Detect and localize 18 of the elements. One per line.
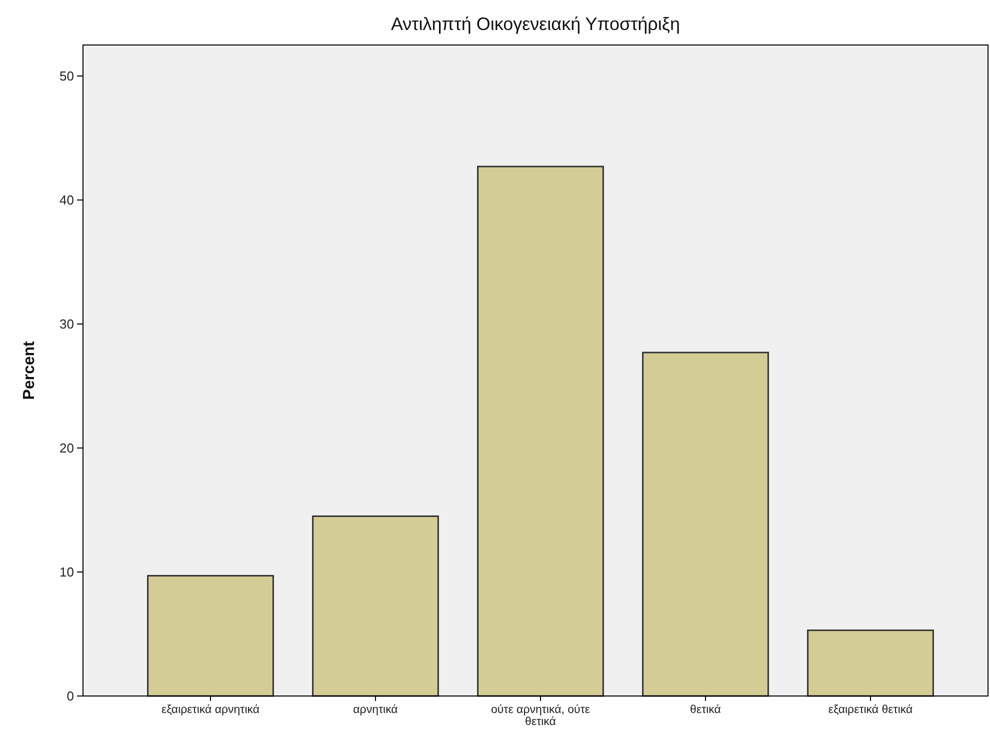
bar <box>807 630 934 697</box>
x-tick-label: εξαιρετικά αρνητικά <box>161 704 260 716</box>
y-tick-label: 40 <box>60 192 74 208</box>
bar <box>312 515 439 697</box>
x-tick-label: ούτε αρνητικά, ούτε θετικά <box>491 704 590 728</box>
bar <box>477 166 604 697</box>
y-tick-label: 30 <box>60 316 74 332</box>
chart-title: Αντιληπτή Οικογενειακή Υποστήριξη <box>391 14 680 34</box>
y-tick-label: 20 <box>60 440 74 456</box>
y-tick-label: 0 <box>66 688 74 704</box>
x-tick-label: αρνητικά <box>353 704 398 716</box>
y-tick-label: 10 <box>60 564 74 580</box>
x-tick-label: εξαιρετικά θετικά <box>828 704 913 716</box>
bar <box>642 352 769 697</box>
y-axis-title: Percent <box>21 340 38 400</box>
x-tick-label: θετικά <box>690 704 722 716</box>
y-tick-label: 50 <box>60 68 74 84</box>
bar <box>147 574 274 697</box>
